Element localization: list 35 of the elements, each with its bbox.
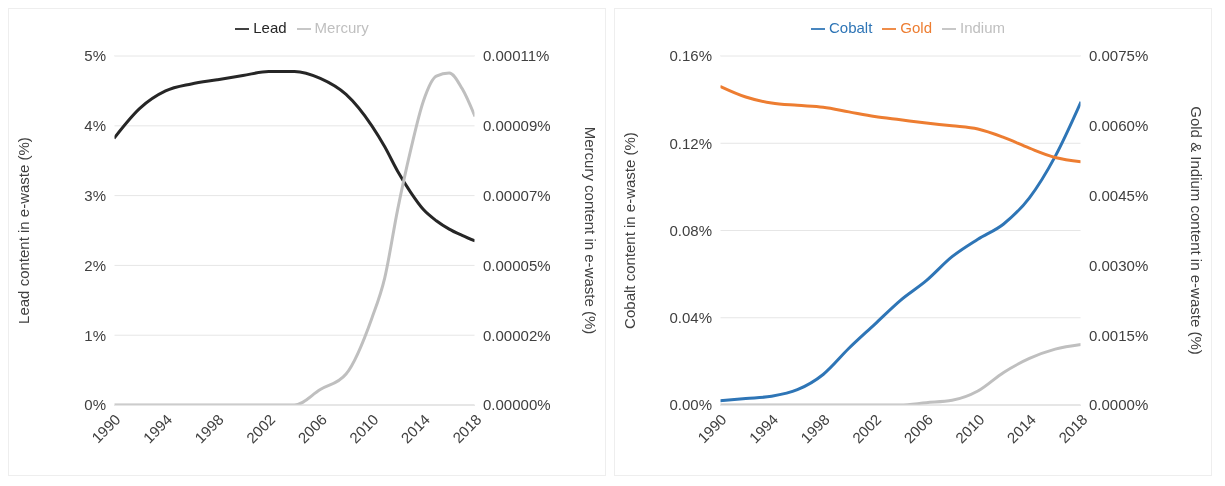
y2-tick-label: 0.0000% (1089, 396, 1149, 414)
y-tick-label: 0.12% (669, 134, 712, 152)
legend-label: Mercury (314, 19, 369, 36)
y-tick-label: 4% (84, 117, 106, 135)
y2-tick-label: 0.00011% (483, 47, 550, 65)
y-tick-label: 0.00% (669, 396, 712, 414)
y-axis-title: Lead content in e-waste (%) (15, 137, 33, 324)
y2-tick-label: 0.0060% (1089, 117, 1149, 135)
legend-label: Gold (900, 19, 932, 36)
y-axis-title: Cobalt content in e-waste (%) (621, 132, 639, 329)
y2-tick-label: 0.0075% (1089, 47, 1149, 65)
y2-axis-title: Mercury content in e-waste (%) (581, 126, 599, 335)
y-tick-label: 0.16% (669, 47, 712, 65)
y2-axis-title: Gold & Indium content in e-waste (%) (1187, 106, 1205, 355)
legend-label: Cobalt (828, 19, 873, 36)
y-tick-label: 0.08% (669, 221, 712, 239)
y-tick-label: 0.04% (669, 309, 712, 327)
y2-tick-label: 0.00002% (483, 326, 551, 344)
legend-label: Lead (253, 19, 287, 36)
y2-tick-label: 0.00005% (483, 256, 551, 274)
line-series (114, 69, 475, 243)
line-series (720, 100, 1081, 403)
y2-tick-label: 0.00009% (483, 117, 551, 135)
y-tick-label: 0% (84, 396, 106, 414)
y-tick-label: 2% (84, 256, 106, 274)
y2-tick-label: 0.0015% (1089, 326, 1149, 344)
legend-label: Indium (960, 19, 1006, 36)
y-tick-label: 1% (84, 326, 106, 344)
y-tick-label: 5% (84, 47, 106, 65)
y2-tick-label: 0.00000% (483, 396, 551, 414)
line-series (720, 84, 1081, 164)
y-tick-label: 3% (84, 186, 106, 204)
y2-tick-label: 0.0030% (1089, 256, 1149, 274)
y2-tick-label: 0.0045% (1089, 186, 1149, 204)
y2-tick-label: 0.00007% (483, 186, 551, 204)
